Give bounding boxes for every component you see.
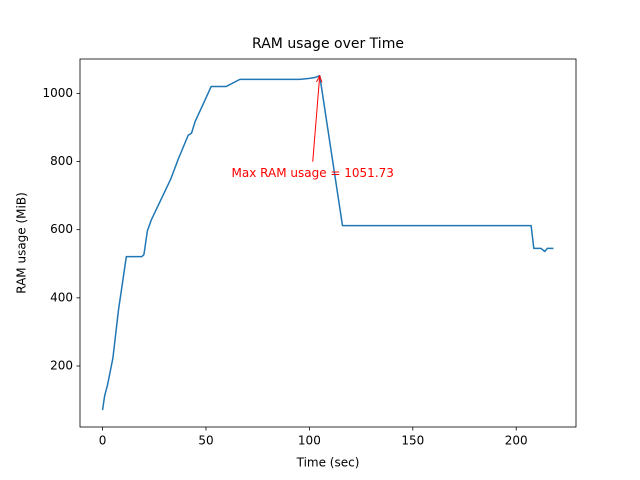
x-tick-label: 200 (505, 434, 528, 448)
annotation-text: Max RAM usage = 1051.73 (232, 166, 394, 180)
data-line (101, 74, 554, 411)
chart-title: RAM usage over Time (252, 36, 404, 52)
annotation-arrowhead (316, 74, 323, 83)
x-tick-label: 0 (99, 434, 107, 448)
y-tick-label: 1000 (42, 86, 73, 100)
y-tick-label: 600 (50, 222, 73, 236)
annotation-arrow (312, 75, 321, 162)
x-tick-label: 150 (401, 434, 424, 448)
y-tick-label: 800 (50, 154, 73, 168)
x-tick-label: 50 (198, 434, 213, 448)
y-tick-label: 200 (50, 358, 73, 372)
y-tick-label: 400 (50, 290, 73, 304)
y-axis-label: RAM usage (MiB) (15, 192, 29, 294)
x-tick-label: 100 (298, 434, 321, 448)
x-axis-label: Time (sec) (296, 456, 360, 470)
plot-frame (79, 58, 577, 428)
